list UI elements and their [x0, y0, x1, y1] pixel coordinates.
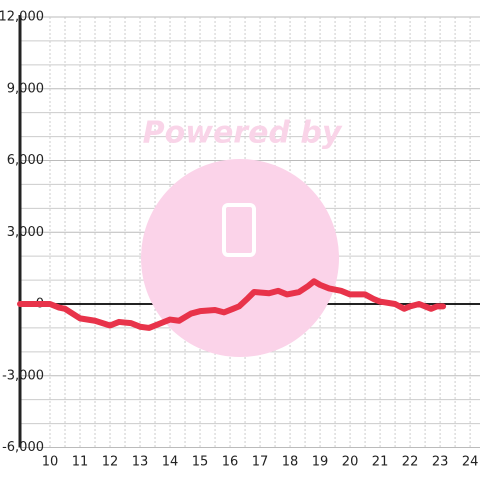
y-tick-label: 12,000: [0, 10, 44, 25]
x-tick-label: 11: [72, 455, 89, 470]
x-tick-label: 23: [432, 455, 449, 470]
x-tick-label: 17: [252, 455, 269, 470]
y-tick-label: -6,000: [2, 440, 44, 455]
x-tick-label: 10: [42, 455, 59, 470]
watermark-text: Powered by: [143, 116, 343, 151]
x-tick-label: 21: [372, 455, 389, 470]
x-tick-label: 16: [222, 455, 239, 470]
x-tick-label: 20: [342, 455, 359, 470]
y-tick-label: 6,000: [7, 153, 44, 168]
x-tick-label: 14: [162, 455, 179, 470]
x-tick-label: 13: [132, 455, 149, 470]
x-tick-label: 12: [102, 455, 119, 470]
y-tick-label: -3,000: [2, 368, 44, 383]
x-tick-label: 15: [192, 455, 209, 470]
x-tick-label: 19: [312, 455, 329, 470]
x-tick-label: 22: [402, 455, 419, 470]
watermark-icon: [222, 203, 256, 257]
watermark-logo: [141, 159, 339, 357]
y-tick-label: 3,000: [7, 225, 44, 240]
line: [17, 278, 447, 331]
y-tick-label: 9,000: [7, 81, 44, 96]
x-tick-label: 18: [282, 455, 299, 470]
x-tick-label: 24: [462, 455, 479, 470]
